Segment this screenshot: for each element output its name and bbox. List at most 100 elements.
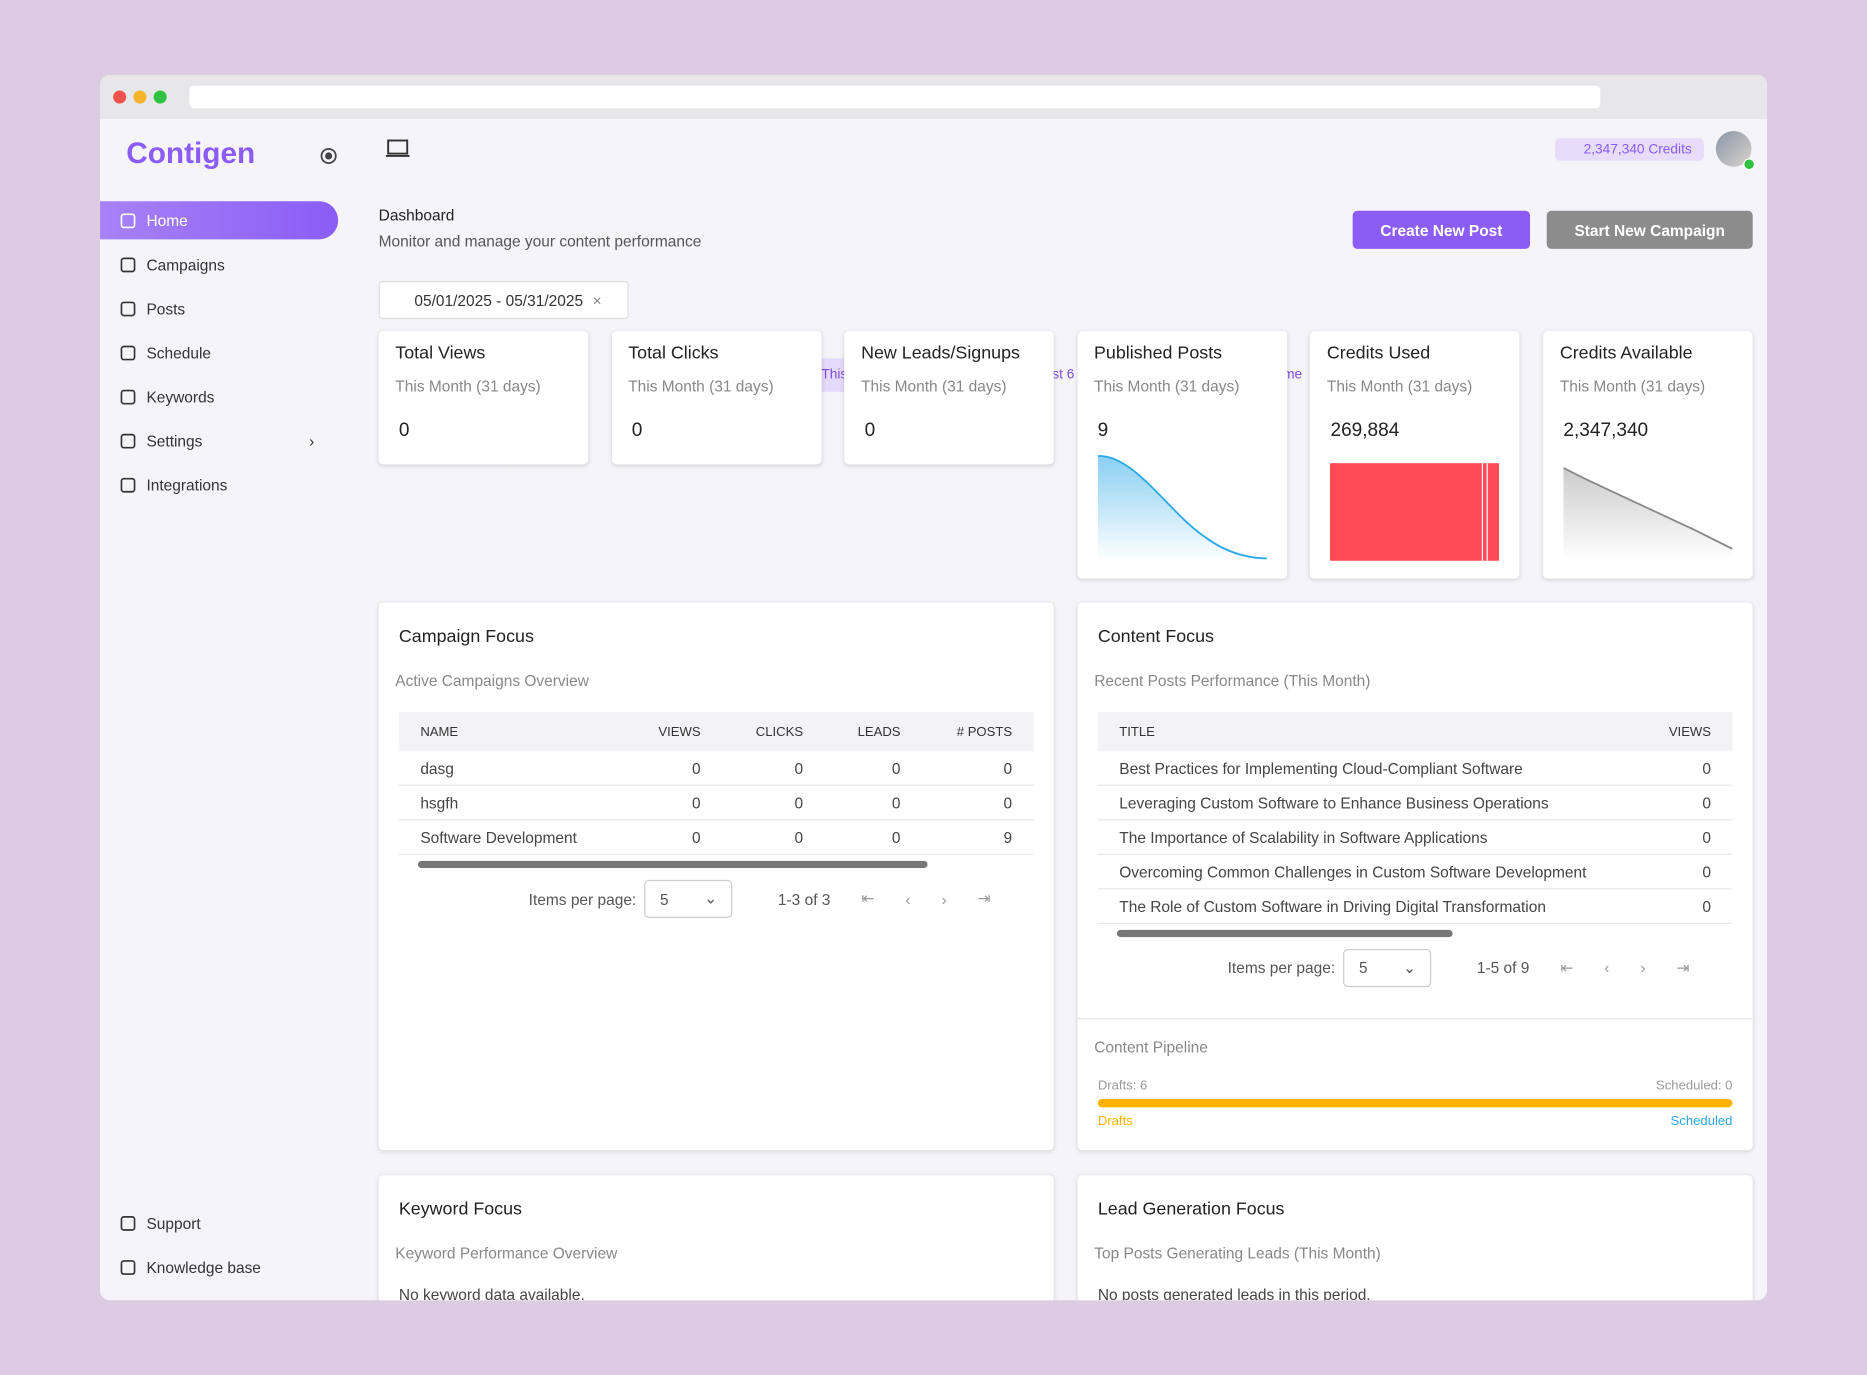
stat-title: Credits Used xyxy=(1326,342,1431,364)
page-size-select[interactable]: 5 ⌄ xyxy=(1343,948,1432,988)
items-label: Items per page: xyxy=(1227,959,1336,977)
page-nav[interactable]: › xyxy=(1640,959,1646,977)
min-dot[interactable] xyxy=(133,90,147,104)
scroll-thumb[interactable] xyxy=(417,860,928,869)
address-bar[interactable] xyxy=(189,85,1601,109)
page-nav[interactable]: ⇥ xyxy=(1676,958,1690,977)
card-subtitle: Keyword Performance Overview xyxy=(395,1244,618,1263)
table-row[interactable]: dasg 0 0 0 0 xyxy=(398,751,1034,786)
empty-message: No keyword data available. xyxy=(398,1285,585,1301)
create-post-button[interactable]: Create New Post xyxy=(1352,210,1531,249)
table-cell: 0 xyxy=(625,751,723,786)
nav-icon xyxy=(120,389,136,404)
column-header: VIEWS xyxy=(625,712,723,752)
page-subtitle: Monitor and manage your content performa… xyxy=(378,232,702,251)
column-header: LEADS xyxy=(824,712,922,752)
table-row[interactable]: Best Practices for Implementing Cloud-Co… xyxy=(1097,751,1733,786)
card-subtitle: Recent Posts Performance (This Month) xyxy=(1094,671,1371,690)
table-row[interactable]: hsgfh 0 0 0 0 xyxy=(398,785,1034,821)
scrollbar[interactable] xyxy=(399,860,1034,870)
stat-title: Total Clicks xyxy=(628,342,719,364)
page-nav[interactable]: ⇤ xyxy=(861,889,875,908)
max-dot[interactable] xyxy=(153,90,167,104)
lead-focus-card: Lead Generation Focus Top Posts Generatin… xyxy=(1077,1175,1753,1301)
column-header: CLICKS xyxy=(722,712,825,752)
table-row[interactable]: Overcoming Common Challenges in Custom S… xyxy=(1097,854,1733,890)
nav-label: Home xyxy=(146,211,188,230)
nav-item[interactable]: Home xyxy=(100,201,339,240)
nav-item[interactable]: Campaigns xyxy=(100,245,338,283)
credits-badge[interactable]: 2,347,340 Credits xyxy=(1555,138,1704,161)
scroll-thumb[interactable] xyxy=(1116,929,1453,938)
stat-period: This Month (31 days) xyxy=(395,377,541,396)
drafts-count: Drafts: 6 xyxy=(1097,1078,1148,1094)
table-cell: The Role of Custom Software in Driving D… xyxy=(1097,888,1642,924)
table-cell: 0 xyxy=(824,751,922,786)
card-subtitle: Active Campaigns Overview xyxy=(395,671,589,690)
logo[interactable]: Contigen xyxy=(126,136,256,171)
table-cell: hsgfh xyxy=(398,785,626,821)
nav-icon xyxy=(120,477,136,492)
card-title: Keyword Focus xyxy=(398,1199,522,1220)
chevron: › xyxy=(309,431,315,450)
card-title: Campaign Focus xyxy=(398,626,534,647)
device-icon[interactable] xyxy=(385,139,410,158)
close-dot[interactable] xyxy=(113,90,127,104)
nav-item[interactable]: Posts xyxy=(100,289,338,327)
footer-label: Support xyxy=(146,1213,201,1232)
stat-value: 269,884 xyxy=(1330,420,1400,441)
clear-date[interactable]: × xyxy=(592,291,602,309)
nav-icon xyxy=(120,433,136,448)
page-size-select[interactable]: 5 ⌄ xyxy=(644,879,733,919)
nav-icon xyxy=(120,1215,136,1231)
stat-period: This Month (31 days) xyxy=(1326,377,1473,396)
nav-item[interactable]: Integrations xyxy=(100,466,338,504)
table-row[interactable]: The Role of Custom Software in Driving D… xyxy=(1097,888,1733,924)
table-cell: The Importance of Scalability in Softwar… xyxy=(1097,819,1642,855)
page-nav[interactable]: ‹ xyxy=(1604,959,1610,977)
sparkline xyxy=(1562,454,1733,567)
table-row[interactable]: Leveraging Custom Software to Enhance Bu… xyxy=(1097,785,1733,821)
table-cell: 0 xyxy=(1641,888,1733,924)
card-subtitle: Top Posts Generating Leads (This Month) xyxy=(1094,1244,1381,1263)
nav-icon xyxy=(120,345,136,360)
date-range: 05/01/2025 - 05/31/2025 xyxy=(414,291,584,309)
nav-label: Integrations xyxy=(146,475,228,494)
stat-value: 0 xyxy=(631,420,643,441)
nav-icon xyxy=(120,301,136,316)
nav-item[interactable]: Settings › xyxy=(100,422,338,460)
footer-link[interactable]: Knowledge base xyxy=(100,1248,338,1286)
table-cell: 0 xyxy=(625,819,723,855)
sparkline xyxy=(1330,454,1500,567)
stat-value: 0 xyxy=(398,420,410,441)
nav-icon xyxy=(120,212,136,228)
table-cell: 0 xyxy=(1641,785,1733,821)
page-nav[interactable]: ‹ xyxy=(905,890,911,908)
drafts-label: Drafts xyxy=(1097,1114,1133,1129)
date-range-picker[interactable]: 05/01/2025 - 05/31/2025 × xyxy=(378,281,629,320)
pagination: Items per page: 5 ⌄ 1-5 of 9 ⇤ ‹ › ⇥ xyxy=(1227,948,1690,988)
table-cell: 0 xyxy=(824,785,922,821)
page-nav[interactable]: ⇥ xyxy=(977,889,991,908)
table-cell: Software Development xyxy=(398,819,626,855)
page-nav[interactable]: › xyxy=(941,890,947,908)
page-title: Dashboard xyxy=(378,205,455,224)
scrollbar[interactable] xyxy=(1098,929,1733,939)
footer-link[interactable]: Support xyxy=(100,1204,338,1242)
table-row[interactable]: The Importance of Scalability in Softwar… xyxy=(1097,819,1733,855)
column-header: VIEWS xyxy=(1641,712,1733,752)
nav-item[interactable]: Schedule xyxy=(100,333,338,371)
nav-label: Campaigns xyxy=(146,255,225,274)
stat-title: Published Posts xyxy=(1094,342,1223,364)
stat-period: This Month (31 days) xyxy=(628,377,774,396)
page-nav[interactable]: ⇤ xyxy=(1560,958,1574,977)
start-campaign-button[interactable]: Start New Campaign xyxy=(1546,210,1753,249)
table-cell: Overcoming Common Challenges in Custom S… xyxy=(1097,854,1642,890)
table-row[interactable]: Software Development 0 0 0 9 xyxy=(398,819,1034,855)
sidebar-toggle[interactable] xyxy=(319,146,338,165)
nav-item[interactable]: Keywords xyxy=(100,377,338,415)
scheduled-count: Scheduled: 0 xyxy=(1656,1078,1733,1094)
nav-label: Settings xyxy=(146,431,203,450)
